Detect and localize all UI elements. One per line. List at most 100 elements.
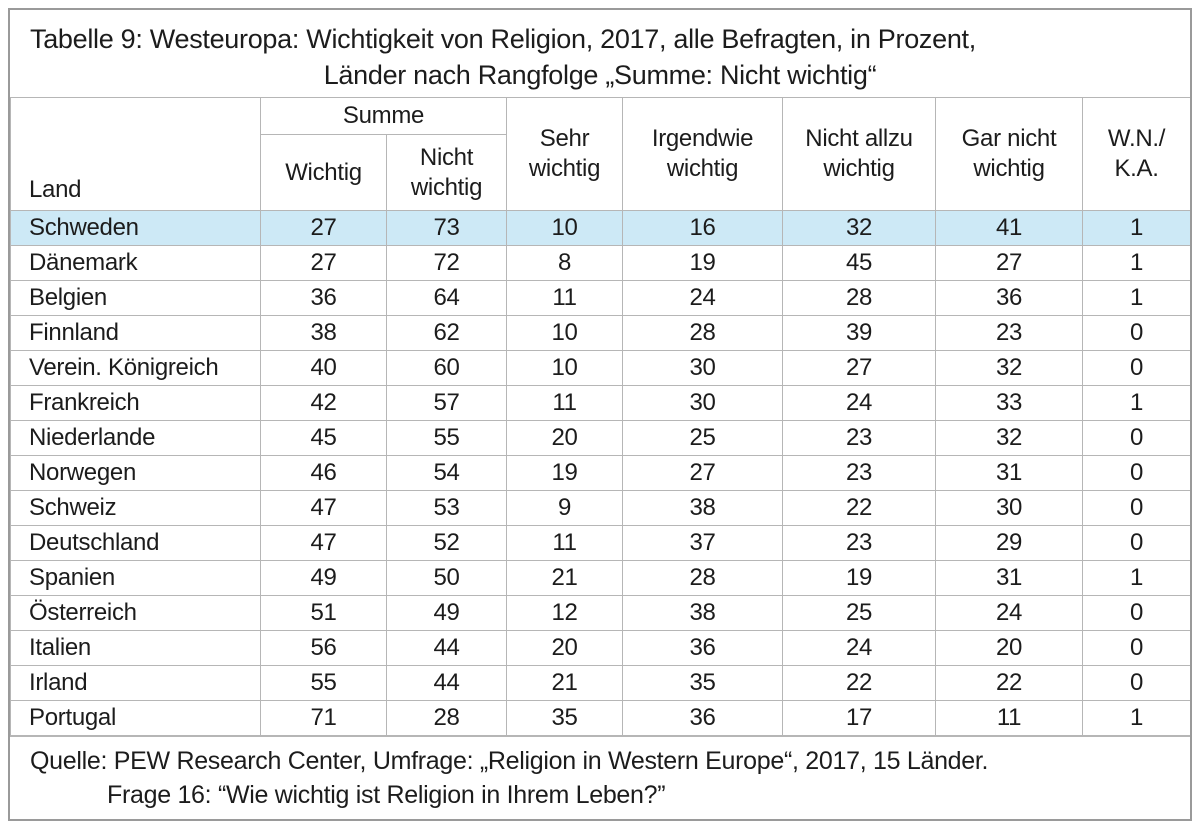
table-row: Finnland 38 62 10 28 39 23 0 <box>10 315 1190 351</box>
table-row: Irland 55 44 21 35 22 22 0 <box>10 665 1190 701</box>
table-row: Belgien 36 64 11 24 28 36 1 <box>10 280 1190 316</box>
value-cell: 36 <box>260 280 387 316</box>
value-cell: 38 <box>622 490 784 526</box>
table-body: Schweden 27 73 10 16 32 41 1 Dänemark 27 72 8 19 45 27… <box>10 210 1190 736</box>
value-cell: 30 <box>622 350 784 386</box>
header-cell-wichtig: Wichtig <box>260 134 387 211</box>
value-cell: 49 <box>260 560 387 596</box>
value-cell: 27 <box>935 245 1084 281</box>
value-cell: 73 <box>385 210 508 246</box>
table-header: Land Summe Sehr wichtig Irgendwie wichti… <box>10 97 1190 211</box>
value-cell: 24 <box>935 595 1084 631</box>
value-cell: 28 <box>385 700 508 736</box>
value-cell: 27 <box>260 245 387 281</box>
value-cell: 57 <box>385 385 508 421</box>
value-cell: 0 <box>1082 490 1190 526</box>
header-cell-sehr-wichtig: Sehr wichtig <box>506 97 624 211</box>
value-cell: 40 <box>260 350 387 386</box>
value-cell: 24 <box>782 630 937 666</box>
title-line-1: Tabelle 9: Westeuropa: Wichtigkeit von R… <box>30 24 976 54</box>
value-cell: 33 <box>935 385 1084 421</box>
country-cell: Niederlande <box>10 420 261 456</box>
table-row: Österreich 51 49 12 38 25 24 0 <box>10 595 1190 631</box>
value-cell: 21 <box>506 665 624 701</box>
table-row: Italien 56 44 20 36 24 20 0 <box>10 630 1190 666</box>
value-cell: 0 <box>1082 595 1190 631</box>
value-cell: 21 <box>506 560 624 596</box>
value-cell: 32 <box>782 210 937 246</box>
value-cell: 24 <box>622 280 784 316</box>
source-note: Quelle: PEW Research Center, Umfrage: „R… <box>30 747 989 775</box>
value-cell: 20 <box>506 630 624 666</box>
value-cell: 23 <box>782 420 937 456</box>
value-cell: 8 <box>506 245 624 281</box>
value-cell: 30 <box>622 385 784 421</box>
value-cell: 10 <box>506 210 624 246</box>
value-cell: 64 <box>385 280 508 316</box>
question-note: Frage 16: “Wie wichtig ist Religion in I… <box>107 781 666 809</box>
value-cell: 46 <box>260 455 387 491</box>
value-cell: 28 <box>622 560 784 596</box>
value-cell: 36 <box>935 280 1084 316</box>
value-cell: 45 <box>782 245 937 281</box>
value-cell: 23 <box>782 525 937 561</box>
value-cell: 44 <box>385 630 508 666</box>
country-cell: Verein. Königreich <box>10 350 261 386</box>
value-cell: 41 <box>935 210 1084 246</box>
value-cell: 36 <box>622 630 784 666</box>
table-row: Dänemark 27 72 8 19 45 27 1 <box>10 245 1190 281</box>
table-row: Norwegen 46 54 19 27 23 31 0 <box>10 455 1190 491</box>
value-cell: 11 <box>506 525 624 561</box>
value-cell: 22 <box>782 665 937 701</box>
value-cell: 11 <box>506 385 624 421</box>
value-cell: 53 <box>385 490 508 526</box>
value-cell: 50 <box>385 560 508 596</box>
country-cell: Italien <box>10 630 261 666</box>
table-footer: Quelle: PEW Research Center, Umfrage: „R… <box>10 736 1190 819</box>
value-cell: 0 <box>1082 455 1190 491</box>
value-cell: 54 <box>385 455 508 491</box>
value-cell: 0 <box>1082 350 1190 386</box>
value-cell: 49 <box>385 595 508 631</box>
value-cell: 31 <box>935 455 1084 491</box>
value-cell: 45 <box>260 420 387 456</box>
value-cell: 29 <box>935 525 1084 561</box>
value-cell: 56 <box>260 630 387 666</box>
value-cell: 23 <box>935 315 1084 351</box>
value-cell: 9 <box>506 490 624 526</box>
value-cell: 10 <box>506 315 624 351</box>
value-cell: 10 <box>506 350 624 386</box>
value-cell: 22 <box>935 665 1084 701</box>
country-cell: Irland <box>10 665 261 701</box>
value-cell: 1 <box>1082 280 1190 316</box>
country-cell: Finnland <box>10 315 261 351</box>
value-cell: 28 <box>782 280 937 316</box>
header-cell-summe: Summe <box>259 97 508 135</box>
value-cell: 47 <box>260 525 387 561</box>
header-cell-nicht-wichtig: Nicht wichtig <box>385 134 508 211</box>
value-cell: 52 <box>385 525 508 561</box>
country-cell: Schweiz <box>10 490 261 526</box>
value-cell: 60 <box>385 350 508 386</box>
value-cell: 24 <box>782 385 937 421</box>
value-cell: 27 <box>622 455 784 491</box>
value-cell: 71 <box>260 700 387 736</box>
value-cell: 55 <box>385 420 508 456</box>
value-cell: 28 <box>622 315 784 351</box>
value-cell: 32 <box>935 350 1084 386</box>
table-title: Tabelle 9: Westeuropa: Wichtigkeit von R… <box>10 10 1190 97</box>
value-cell: 23 <box>782 455 937 491</box>
value-cell: 12 <box>506 595 624 631</box>
value-cell: 27 <box>260 210 387 246</box>
country-cell: Belgien <box>10 280 261 316</box>
country-cell: Schweden <box>10 210 261 246</box>
value-cell: 27 <box>782 350 937 386</box>
value-cell: 25 <box>782 595 937 631</box>
value-cell: 31 <box>935 560 1084 596</box>
value-cell: 22 <box>782 490 937 526</box>
value-cell: 25 <box>622 420 784 456</box>
value-cell: 16 <box>622 210 784 246</box>
value-cell: 39 <box>782 315 937 351</box>
value-cell: 0 <box>1082 525 1190 561</box>
value-cell: 0 <box>1082 630 1190 666</box>
